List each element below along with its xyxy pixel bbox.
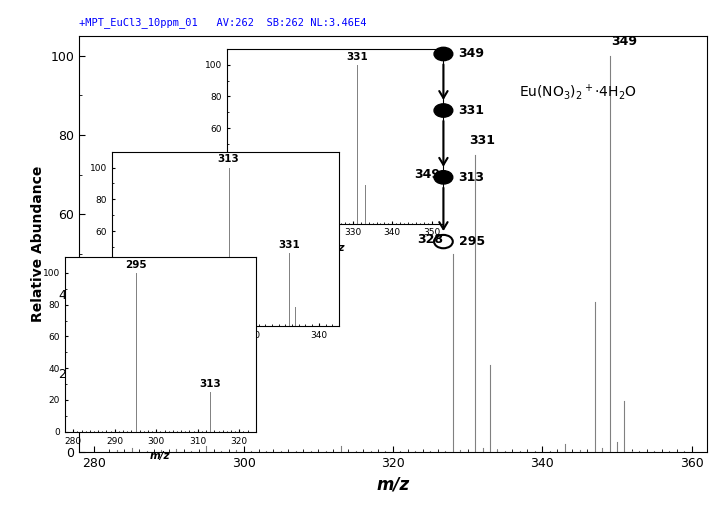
Text: 331: 331	[469, 134, 495, 147]
Text: 349: 349	[611, 35, 637, 48]
Text: 349: 349	[414, 168, 440, 181]
Y-axis label: Relative Abundance: Relative Abundance	[31, 166, 45, 322]
X-axis label: m/z: m/z	[150, 451, 171, 461]
Text: 328: 328	[417, 233, 443, 246]
X-axis label: m/z: m/z	[325, 243, 345, 253]
Text: 349: 349	[459, 47, 485, 61]
Text: 331: 331	[346, 51, 368, 62]
Text: +MPT_EuCl3_10ppm_01   AV:262  SB:262 NL:3.46E4: +MPT_EuCl3_10ppm_01 AV:262 SB:262 NL:3.4…	[79, 17, 367, 28]
Text: 295: 295	[459, 235, 485, 248]
X-axis label: m/z: m/z	[376, 476, 410, 494]
Text: 295: 295	[125, 260, 146, 270]
X-axis label: m/z: m/z	[215, 346, 236, 356]
Text: 331: 331	[459, 104, 485, 117]
Text: Eu(NO$_3$)$_2$$^+$$\cdot$4H$_2$O: Eu(NO$_3$)$_2$$^+$$\cdot$4H$_2$O	[519, 83, 637, 102]
Text: 313: 313	[459, 171, 485, 184]
Text: 313: 313	[200, 379, 221, 389]
Text: 313: 313	[218, 154, 239, 164]
Text: 331: 331	[278, 240, 300, 250]
